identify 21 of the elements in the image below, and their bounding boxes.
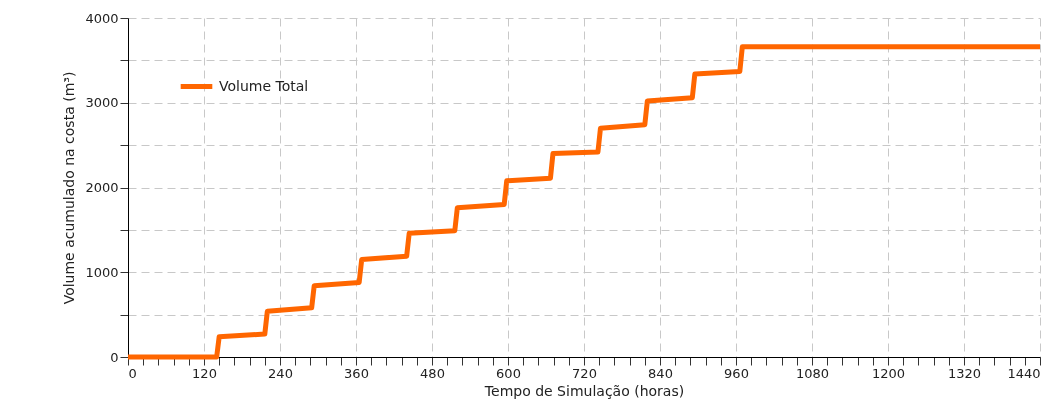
x-tick-label: 120 [192,365,217,381]
x-tick-label: 720 [572,365,597,381]
x-tick-label: 600 [496,365,521,381]
y-tick-label: 1000 [85,264,119,280]
y-axis-title: Volume acumulado na costa (m³) [61,71,78,305]
x-tick-label: 1440 [1007,365,1041,381]
y-tick-label: 3000 [85,95,119,111]
x-tick-label: 1080 [795,365,830,381]
x-tick-label: 1200 [871,365,906,381]
y-tick-label: 4000 [85,10,119,26]
x-tick-label: 840 [648,365,673,381]
x-tick-label: 1320 [947,365,982,381]
x-tick-label: 0 [128,365,137,381]
legend-label: Volume Total [219,77,309,94]
y-tick-label: 0 [110,349,119,365]
x-tick-label: 240 [268,365,293,381]
x-tick-label: 960 [724,365,749,381]
x-axis-title: Tempo de Simulação (horas) [483,382,685,399]
x-tick-label: 480 [420,365,445,381]
x-tick-label: 360 [344,365,369,381]
y-tick-label: 2000 [85,180,119,195]
